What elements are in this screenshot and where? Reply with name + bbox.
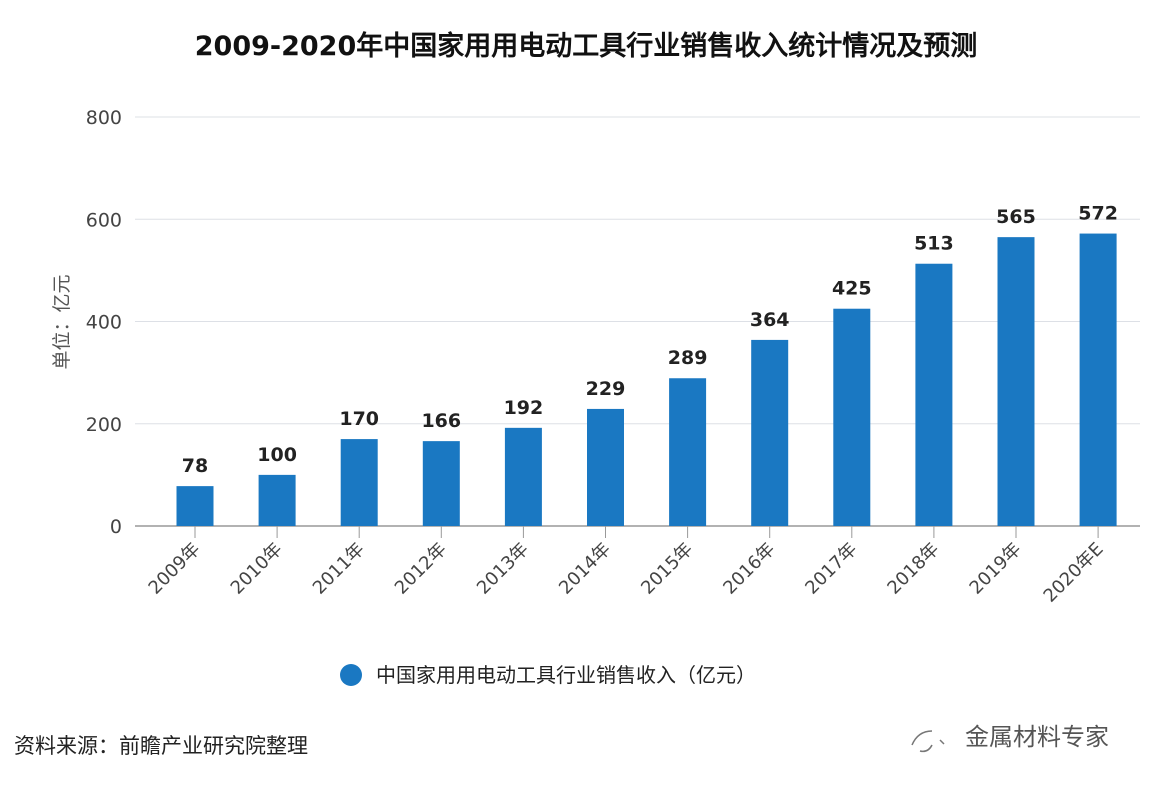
x-tick-label: 2019年 [966, 539, 1026, 599]
bar [997, 237, 1035, 527]
y-tick-label: 400 [86, 312, 122, 334]
data-label: 192 [504, 397, 544, 419]
x-tick-label: 2020年E [1040, 539, 1108, 607]
y-tick-label: 0 [110, 516, 122, 538]
x-tick-label: 2009年 [145, 539, 205, 599]
bar [340, 439, 378, 526]
bar [833, 308, 871, 526]
y-tick-label: 200 [86, 414, 122, 436]
chart-title: 2009-2020年中国家用用电动工具行业销售收入统计情况及预测 [195, 30, 978, 62]
data-label: 425 [832, 278, 872, 300]
legend-label: 中国家用用电动工具行业销售收入（亿元） [376, 663, 756, 687]
bar [587, 408, 624, 526]
bar [258, 474, 296, 526]
x-tick-label: 2010年 [227, 539, 287, 599]
bar [669, 378, 707, 526]
data-label: 289 [668, 347, 708, 369]
bar [915, 263, 953, 526]
y-tick-label: 800 [86, 107, 122, 129]
bar [751, 339, 789, 526]
watermark: 金属材料专家 [965, 723, 1109, 751]
x-tick-label: 2018年 [883, 539, 943, 599]
x-tick-label: 2016年 [719, 539, 779, 599]
data-label: 364 [750, 309, 790, 331]
data-label: 572 [1078, 203, 1118, 225]
data-label: 229 [586, 378, 626, 400]
y-tick-label: 600 [86, 209, 122, 231]
x-tick-label: 2012年 [391, 539, 451, 599]
wechat-icon [911, 730, 945, 753]
legend-marker [340, 664, 362, 686]
y-axis-label: 单位：亿元 [51, 274, 73, 369]
legend: 中国家用用电动工具行业销售收入（亿元） [340, 663, 756, 687]
x-tick-label: 2013年 [473, 539, 533, 599]
data-label: 78 [182, 455, 208, 477]
data-label: 565 [996, 206, 1036, 228]
x-tick-label: 2015年 [637, 539, 697, 599]
data-label: 166 [421, 410, 461, 432]
data-label: 513 [914, 233, 954, 255]
x-tick-label: 2014年 [555, 539, 615, 599]
source-note: 资料来源：前瞻产业研究院整理 [14, 734, 308, 758]
bar [176, 486, 214, 526]
x-tick-label: 2017年 [801, 539, 861, 599]
data-label: 170 [339, 408, 379, 430]
bar [504, 427, 542, 526]
data-label: 100 [257, 444, 297, 466]
bar [1079, 233, 1117, 526]
bar [422, 441, 460, 526]
x-tick-label: 2011年 [309, 539, 369, 599]
